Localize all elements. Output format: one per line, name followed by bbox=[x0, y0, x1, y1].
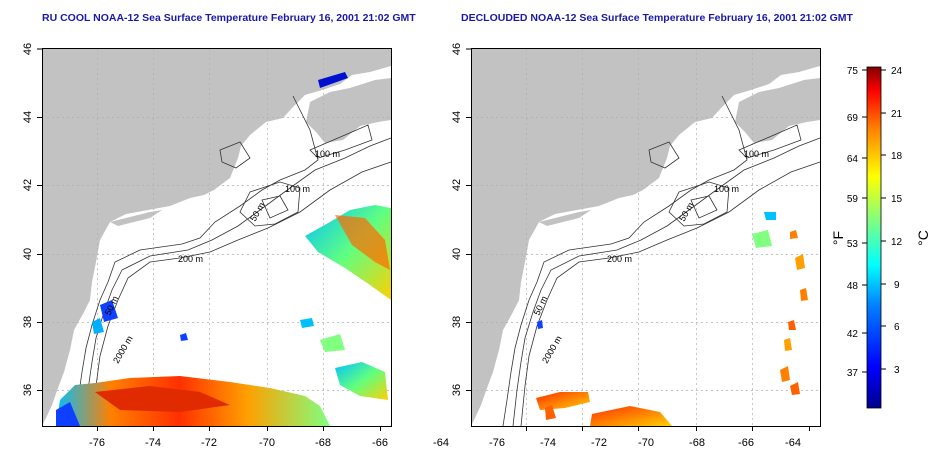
lon-tick-label: -76 bbox=[89, 437, 105, 449]
nova-scotia bbox=[306, 78, 391, 143]
celsius-tick: 12 bbox=[891, 237, 903, 248]
sst-data bbox=[536, 212, 808, 426]
contour-label: 100 m bbox=[714, 184, 739, 194]
lon-tick-label: -74 bbox=[145, 437, 161, 449]
lon-tick-label: -68 bbox=[689, 437, 705, 449]
lon-tick-label: -70 bbox=[638, 437, 654, 449]
contour-label: 100 m bbox=[744, 149, 769, 159]
left-map-panel: 100 m 100 m 50 m 200 m 50 m 2000 m -76 -… bbox=[22, 43, 449, 449]
map-frame bbox=[471, 48, 821, 427]
nova-scotia bbox=[735, 78, 820, 143]
axis-ticks bbox=[466, 48, 810, 431]
lat-tick-label: 38 bbox=[451, 316, 463, 328]
lat-tick-label: 40 bbox=[451, 248, 463, 260]
lat-tick-label: 40 bbox=[22, 248, 34, 260]
lat-tick-label: 42 bbox=[22, 179, 34, 191]
celsius-tick: 9 bbox=[894, 280, 900, 291]
lon-tick-label: -76 bbox=[489, 437, 505, 449]
right-map-panel: 100 m 100 m 50 m 200 m 50 m 2000 m -76 -… bbox=[451, 43, 821, 449]
fahrenheit-tick: 48 bbox=[847, 281, 859, 292]
lat-tick-label: 44 bbox=[451, 111, 463, 123]
lat-tick-label: 46 bbox=[22, 43, 34, 55]
lat-tick-label: 42 bbox=[451, 179, 463, 191]
celsius-tick: 24 bbox=[891, 66, 903, 77]
axis-ticks bbox=[37, 48, 381, 431]
celsius-tick: 15 bbox=[891, 194, 903, 205]
land-mass bbox=[471, 48, 820, 426]
contour-label: 200 m bbox=[178, 254, 203, 264]
lon-tick-label: -72 bbox=[591, 437, 607, 449]
fahrenheit-tick: 37 bbox=[847, 368, 859, 379]
lon-tick-label: -72 bbox=[201, 437, 217, 449]
contour-label: 100 m bbox=[285, 184, 310, 194]
lon-tick-label: -68 bbox=[315, 437, 331, 449]
fahrenheit-tick: 42 bbox=[847, 329, 859, 340]
lon-tick-label: -66 bbox=[372, 437, 388, 449]
map-frame bbox=[42, 48, 392, 427]
fahrenheit-tick: 69 bbox=[847, 113, 859, 124]
colorbar: 75 69 64 59 53 48 42 37 24 21 18 15 12 9… bbox=[830, 66, 931, 409]
fahrenheit-label: °F bbox=[830, 231, 846, 245]
land-mass bbox=[42, 48, 391, 426]
lat-tick-label: 44 bbox=[22, 111, 34, 123]
lon-tick-label: -64 bbox=[433, 437, 449, 449]
bathymetry-contours bbox=[502, 95, 821, 427]
lon-tick-label: -74 bbox=[540, 437, 556, 449]
lat-tick-label: 38 bbox=[22, 316, 34, 328]
bathymetry-contours bbox=[73, 95, 392, 427]
fahrenheit-tick: 53 bbox=[847, 239, 859, 250]
lat-tick-label: 46 bbox=[451, 43, 463, 55]
celsius-tick: 21 bbox=[891, 109, 903, 120]
celsius-label: °C bbox=[915, 230, 931, 246]
celsius-tick: 6 bbox=[894, 322, 900, 333]
lat-tick-label: 36 bbox=[22, 384, 34, 396]
lon-tick-label: -64 bbox=[785, 437, 801, 449]
long-island bbox=[539, 210, 591, 226]
celsius-tick: 3 bbox=[894, 365, 900, 376]
left-panel-title: RU COOL NOAA-12 Sea Surface Temperature … bbox=[42, 12, 416, 24]
lat-tick-label: 36 bbox=[451, 384, 463, 396]
sst-data bbox=[56, 72, 391, 426]
colorbar-gradient bbox=[866, 66, 882, 409]
lon-tick-label: -66 bbox=[738, 437, 754, 449]
lat-lon-grid bbox=[471, 48, 820, 426]
celsius-tick: 18 bbox=[891, 151, 903, 162]
contour-label: 200 m bbox=[607, 254, 632, 264]
long-island bbox=[110, 210, 162, 226]
contour-label: 100 m bbox=[315, 149, 340, 159]
right-panel-title: DECLOUDED NOAA-12 Sea Surface Temperatur… bbox=[461, 12, 853, 24]
fahrenheit-tick: 59 bbox=[847, 194, 859, 205]
fahrenheit-tick: 75 bbox=[847, 66, 859, 77]
lon-tick-label: -70 bbox=[259, 437, 275, 449]
fahrenheit-tick: 64 bbox=[847, 154, 859, 165]
